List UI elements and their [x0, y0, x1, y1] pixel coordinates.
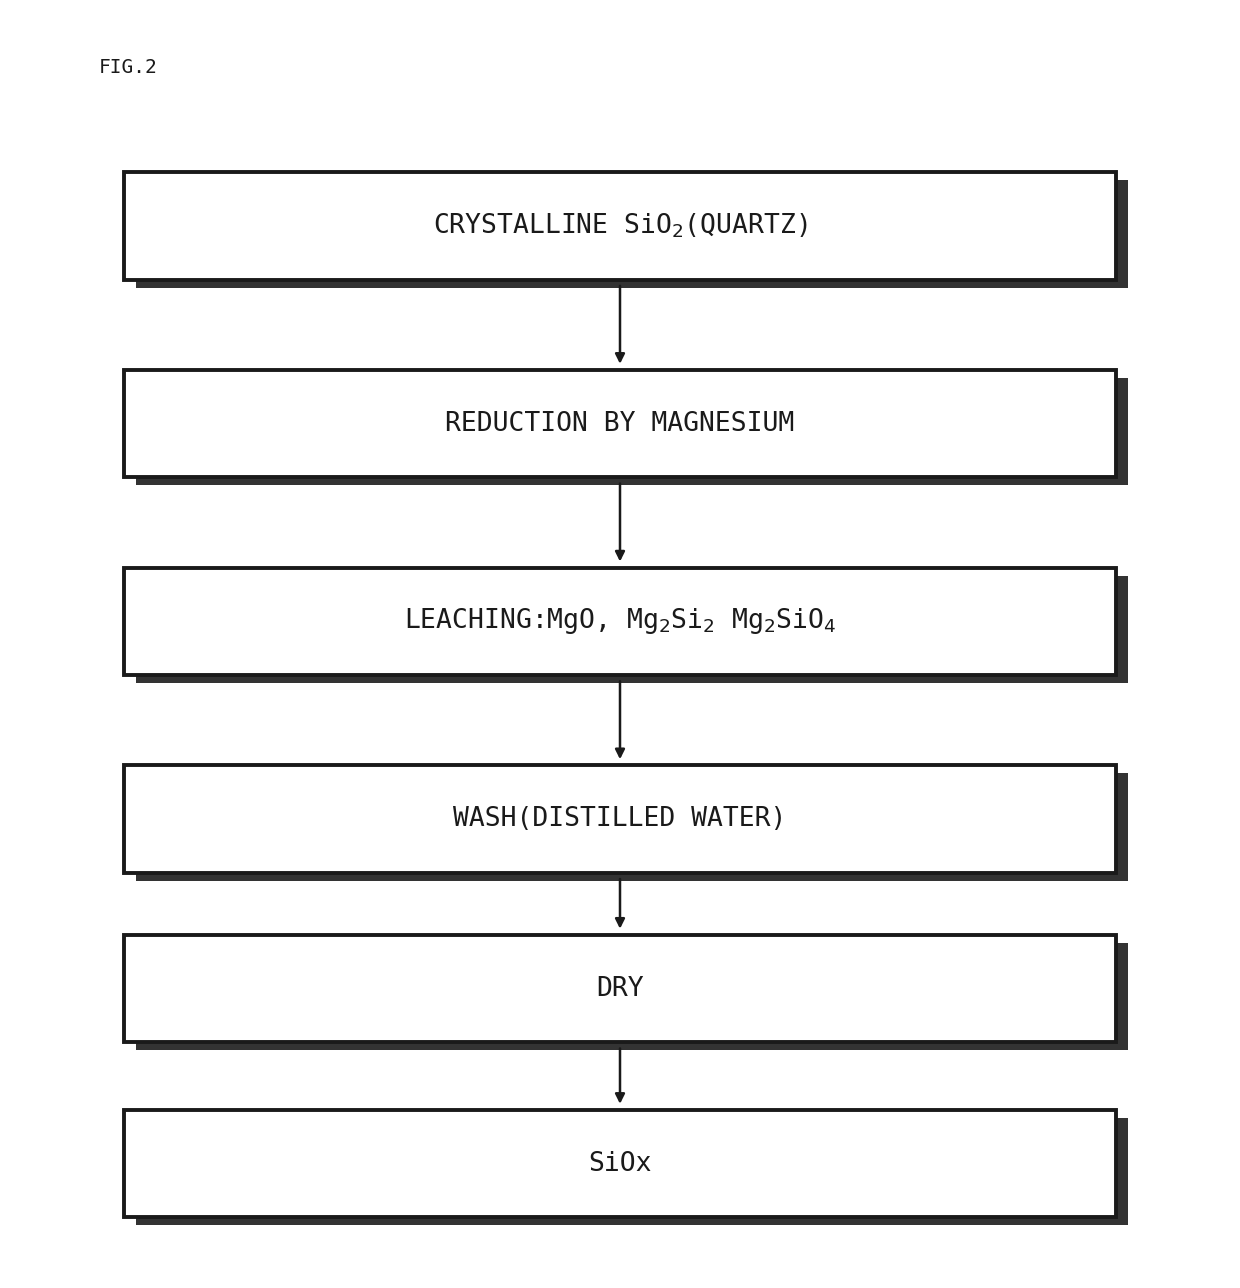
Text: DRY: DRY [596, 975, 644, 1002]
Bar [136, 576, 1128, 683]
Bar [124, 935, 1116, 1042]
Text: FIG.2: FIG.2 [99, 58, 157, 77]
Bar [136, 943, 1128, 1050]
Bar [124, 173, 1116, 279]
Bar [124, 1110, 1116, 1217]
Bar [124, 370, 1116, 478]
Bar [124, 765, 1116, 873]
Text: SiOx: SiOx [588, 1150, 652, 1177]
Text: REDUCTION BY MAGNESIUM: REDUCTION BY MAGNESIUM [445, 411, 795, 437]
Bar [136, 773, 1128, 881]
Bar [136, 180, 1128, 287]
Text: WASH(DISTILLED WATER): WASH(DISTILLED WATER) [454, 806, 786, 832]
Bar [124, 568, 1116, 675]
Bar [136, 377, 1128, 486]
Text: CRYSTALLINE SiO$_2$(QUARTZ): CRYSTALLINE SiO$_2$(QUARTZ) [433, 211, 807, 241]
Text: LEACHING:MgO, Mg$_2$Si$_2$ Mg$_2$SiO$_4$: LEACHING:MgO, Mg$_2$Si$_2$ Mg$_2$SiO$_4$ [404, 607, 836, 636]
Bar [136, 1118, 1128, 1225]
